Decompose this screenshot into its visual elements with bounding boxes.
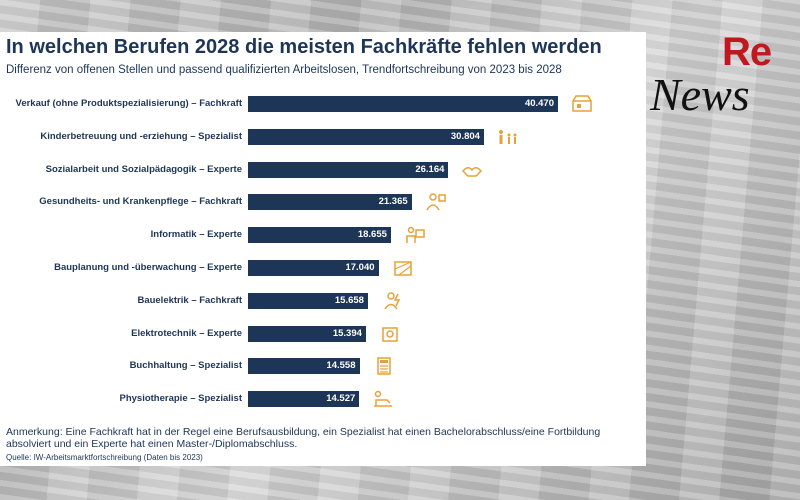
bar-category-label: Kinderbetreuung und -erziehung – Spezial… [40, 130, 242, 142]
bar-value-label: 18.655 [357, 229, 387, 241]
bar-value-label: 15.658 [334, 294, 364, 306]
bar-value-label: 14.558 [326, 360, 356, 372]
bar-category-label: Elektrotechnik – Experte [131, 327, 242, 339]
bar-category-label: Physiotherapie – Spezialist [119, 393, 243, 405]
blueprint-icon [391, 257, 415, 279]
bar-row: Kinderbetreuung und -erziehung – Spezial… [0, 126, 646, 149]
bar: 15.658 [248, 292, 368, 309]
chart-source: Quelle: IW-Arbeitsmarktfortschreibung (D… [6, 453, 203, 462]
bar-row: Buchhaltung – Spezialist 14.558 [0, 355, 646, 378]
renews-logo: Re News [648, 30, 778, 130]
bar: 30.804 [248, 128, 484, 145]
chart-note: Anmerkung: Eine Fachkraft hat in der Reg… [6, 426, 601, 450]
shop-icon [570, 93, 594, 115]
bar-row: Informatik – Experte 18.655 [0, 224, 646, 247]
chart-title: In welchen Berufen 2028 die meisten Fach… [6, 36, 602, 58]
bar: 17.040 [248, 260, 379, 276]
nurse-icon [424, 191, 448, 213]
bar-category-label: Informatik – Experte [150, 229, 242, 241]
bar-value-label: 14.527 [326, 393, 356, 405]
bar-category-label: Sozialarbeit und Sozialpädagogik – Exper… [45, 163, 242, 175]
circuit-board-icon [378, 323, 402, 345]
bar-category-label: Buchhaltung – Spezialist [129, 360, 242, 372]
bar: 14.558 [248, 358, 360, 375]
logo-news-text: News [650, 69, 750, 120]
bar: 15.394 [248, 325, 366, 342]
bar-value-label: 17.040 [345, 262, 375, 273]
bar-value-label: 15.394 [332, 327, 362, 339]
therapy-icon [371, 388, 395, 410]
bar: 40.470 [248, 96, 558, 112]
bar-row: Elektrotechnik – Experte 15.394 [0, 323, 646, 346]
bar-value-label: 21.365 [378, 196, 408, 208]
bar-row: Verkauf (ohne Produktspezialisierung) – … [0, 93, 646, 116]
bar-row: Physiotherapie – Spezialist 14.527 [0, 388, 646, 411]
electrician-icon [380, 290, 404, 312]
bar-value-label: 30.804 [450, 130, 480, 142]
logo-re-text: Re [722, 30, 772, 74]
bar-row: Sozialarbeit und Sozialpädagogik – Exper… [0, 159, 646, 182]
bar-row: Bauplanung und -überwachung – Experte 17.… [0, 260, 646, 280]
bar-row: Gesundheits- und Krankenpflege – Fachkra… [0, 191, 646, 214]
bar: 14.527 [248, 391, 360, 408]
chart-card: In welchen Berufen 2028 die meisten Fach… [0, 32, 646, 466]
calculator-icon [372, 355, 396, 377]
bar: 18.655 [248, 227, 391, 244]
computer-user-icon [403, 224, 427, 246]
bar: 26.164 [248, 161, 449, 178]
bar-row: Bauelektrik – Fachkraft 15.658 [0, 290, 646, 313]
bar-category-label: Bauplanung und -überwachung – Experte [54, 262, 242, 273]
bar-category-label: Gesundheits- und Krankenpflege – Fachkra… [39, 196, 242, 208]
chart-subtitle: Differenz von offenen Stellen und passen… [6, 64, 562, 76]
handshake-icon [460, 159, 484, 181]
bar: 21.365 [248, 194, 412, 211]
bar-value-label: 26.164 [415, 163, 445, 175]
family-icon [496, 126, 520, 148]
bar-category-label: Bauelektrik – Fachkraft [137, 294, 242, 306]
bar-value-label: 40.470 [524, 98, 554, 109]
bar-category-label: Verkauf (ohne Produktspezialisierung) – … [15, 98, 242, 109]
